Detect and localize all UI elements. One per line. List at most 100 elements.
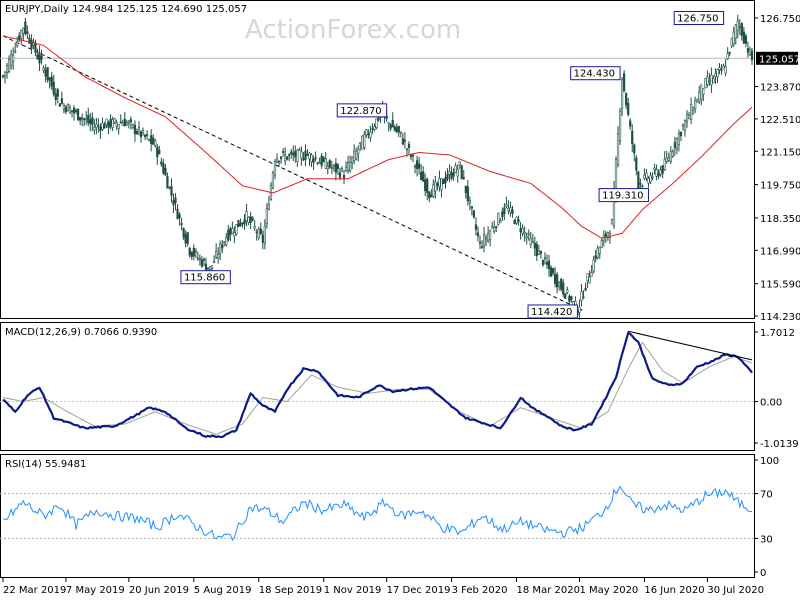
candle-body <box>282 151 285 153</box>
candle-body <box>107 122 110 129</box>
candle-body <box>115 122 118 127</box>
annotation-label: 124.430 <box>574 69 615 80</box>
candle-body <box>271 172 275 189</box>
price-y-tick-label: 121.150 <box>760 147 800 158</box>
price-panel-frame <box>0 0 755 319</box>
candle-body <box>434 181 437 192</box>
candle-body <box>158 149 161 155</box>
candle-body <box>74 110 78 112</box>
candle-body <box>389 124 392 129</box>
candle-body <box>241 222 244 225</box>
candle-body <box>143 134 147 138</box>
candle-body <box>125 122 128 125</box>
candle-body <box>178 214 181 219</box>
rsi-y-tick-label: 70 <box>760 490 773 501</box>
candle-body <box>655 169 658 177</box>
candle-body <box>152 137 155 145</box>
candle-body <box>448 171 451 175</box>
candle-body <box>129 119 132 122</box>
candle-body <box>529 238 532 246</box>
candle-body <box>288 154 291 156</box>
rsi-header: RSI(14) 55.9481 <box>5 459 86 470</box>
candle-body <box>338 172 342 178</box>
candle-body <box>586 273 589 282</box>
candle-body <box>659 169 662 175</box>
candle-body <box>551 268 555 274</box>
candle-body <box>663 159 666 171</box>
candle-body <box>164 167 167 176</box>
candle-body <box>373 126 376 130</box>
price-series: 126.750 124.430 122.870 119.310 115.860 114.4… <box>0 11 754 321</box>
candle-body <box>669 151 672 162</box>
candle-body <box>3 71 7 77</box>
candle-body <box>657 173 660 177</box>
x-tick-label: 3 Feb 2020 <box>452 585 508 596</box>
candle-body <box>375 118 378 128</box>
candle-body <box>446 174 449 180</box>
candle-body <box>515 216 518 224</box>
annotation-label: 115.860 <box>184 273 225 284</box>
candle-body <box>618 110 622 141</box>
annotation-119.310: 119.310 <box>598 188 649 203</box>
candle-body <box>263 225 266 244</box>
candle-body <box>499 220 502 223</box>
price-y-tick-label: 123.870 <box>760 83 800 94</box>
candle-body <box>549 267 553 277</box>
candle-body <box>196 257 199 260</box>
candle-body <box>724 66 727 74</box>
candle-body <box>79 117 82 121</box>
x-tick-label: 1 Nov 2019 <box>324 585 382 596</box>
candle-body <box>594 255 597 259</box>
candle-body <box>580 291 583 301</box>
candle-body <box>245 211 248 222</box>
candle-body <box>415 160 419 170</box>
candle-body <box>371 128 374 131</box>
candle-body <box>480 246 484 248</box>
rsi-y-tick-label: 100 <box>760 456 779 467</box>
candle-body <box>696 99 699 103</box>
candle-body <box>558 282 561 287</box>
candle-body <box>440 178 443 191</box>
candle-body <box>286 156 289 160</box>
x-tick-label: 30 Jul 2020 <box>707 585 764 596</box>
candle-body <box>72 107 76 114</box>
annotation-box <box>598 188 649 203</box>
candle-body <box>56 89 59 97</box>
candle-body <box>166 175 169 189</box>
candle-body <box>665 157 668 162</box>
candle-body <box>616 133 620 166</box>
candle-body <box>36 54 39 60</box>
candle-body <box>294 151 297 158</box>
candle-body <box>322 157 325 162</box>
candle-body <box>296 149 299 162</box>
candle-body <box>328 160 331 168</box>
candle-body <box>588 276 591 284</box>
candle-body <box>243 219 246 225</box>
candle-body <box>176 208 179 220</box>
candle-body <box>541 260 545 265</box>
candle-body <box>182 228 185 238</box>
macd-y-tick-label: -1.0139 <box>760 439 799 450</box>
candle-body <box>620 78 624 109</box>
candle-body <box>600 240 603 249</box>
candle-body <box>223 241 226 244</box>
candle-body <box>174 197 177 204</box>
candle-body <box>744 35 748 44</box>
candle-body <box>172 200 175 206</box>
macd-series <box>0 330 754 439</box>
candle-body <box>679 131 683 137</box>
candle-body <box>535 243 538 257</box>
candle-body <box>198 257 201 260</box>
candle-body <box>531 240 534 243</box>
candle-body <box>249 216 252 223</box>
candle-body <box>649 175 652 183</box>
candle-body <box>77 108 80 121</box>
x-tick-label: 7 May 2019 <box>66 585 125 596</box>
x-tick-label: 18 Sep 2019 <box>259 585 322 596</box>
candle-body <box>7 59 11 72</box>
candle-body <box>456 169 459 177</box>
candle-body <box>334 163 337 173</box>
candle-body <box>70 110 74 112</box>
x-tick-label: 16 Jun 2020 <box>644 585 704 596</box>
candle-body <box>742 31 745 44</box>
